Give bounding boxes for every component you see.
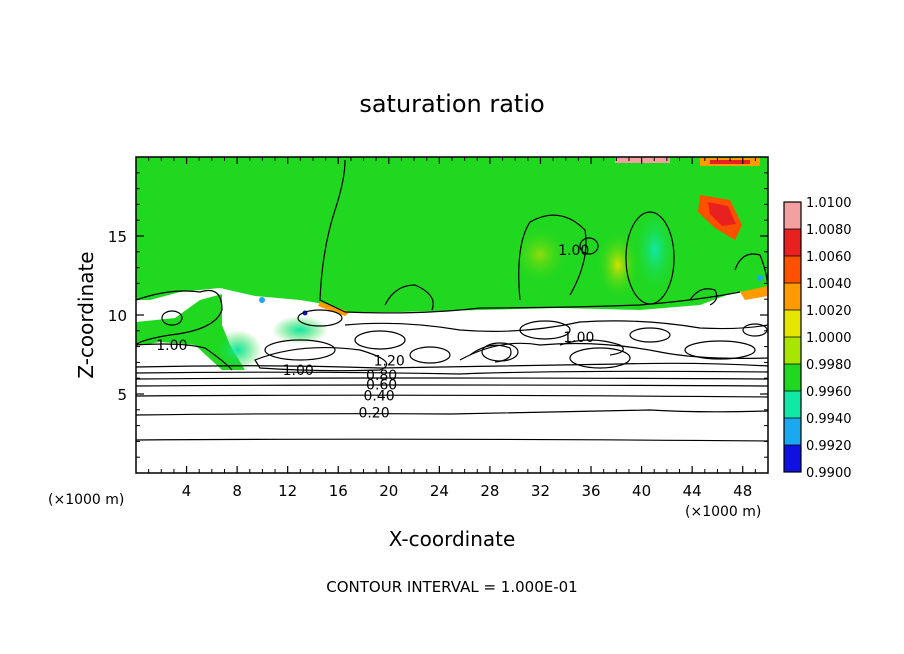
x-axis-label: X-coordinate xyxy=(389,527,516,551)
contour-label: 1.00 xyxy=(283,363,314,379)
x-tick-label: 36 xyxy=(581,482,600,500)
x-tick-label: 24 xyxy=(430,482,449,500)
x-tick-label: 12 xyxy=(278,482,297,500)
z-unit-label: (×1000 m) xyxy=(48,492,124,508)
chart-title: saturation ratio xyxy=(359,90,544,118)
colorbar-swatch xyxy=(784,337,801,365)
x-tick-label: 4 xyxy=(182,482,192,500)
contour-label: 0.20 xyxy=(358,406,389,422)
colorbar-swatch xyxy=(784,364,801,392)
colorbar-swatch xyxy=(784,391,801,419)
colorbar-label: 0.9960 xyxy=(806,385,852,400)
colorbar-label: 1.0020 xyxy=(806,304,852,319)
colorbar-swatch xyxy=(784,418,801,446)
colorbar-label: 0.9900 xyxy=(806,466,852,481)
colorbar-swatch xyxy=(784,229,801,257)
colorbar-label: 1.0040 xyxy=(806,277,852,292)
x-tick-label: 8 xyxy=(232,482,242,500)
colorbar-label: 0.9940 xyxy=(806,412,852,427)
y-axis-ticks: 5 10 15 xyxy=(108,172,768,458)
heatmap-field xyxy=(136,157,768,473)
contour-label: 1.00 xyxy=(563,330,594,346)
colorbar-swatch xyxy=(784,310,801,338)
contour-label: 1.20 xyxy=(374,354,405,370)
contour-label: 0.40 xyxy=(364,388,395,404)
colorbar-label: 1.0100 xyxy=(806,196,852,211)
colorbar-swatch xyxy=(784,283,801,311)
colorbar: 1.0100 1.0080 1.0060 1.0040 1.0020 1.0000 0.99… xyxy=(783,196,852,481)
colorbar-label: 1.0000 xyxy=(806,331,852,346)
colorbar-label: 1.0060 xyxy=(806,250,852,265)
x-tick-label: 16 xyxy=(329,482,348,500)
x-tick-label: 48 xyxy=(733,482,752,500)
x-unit-label: (×1000 m) xyxy=(685,504,761,520)
y-axis-label: Z-coordinate xyxy=(74,251,98,378)
colorbar-label: 0.9920 xyxy=(806,439,852,454)
contour-label: 0.80 xyxy=(366,368,397,384)
contour-label: 1.00 xyxy=(156,338,187,354)
contour-lines xyxy=(136,159,768,442)
contour-label: 0.60 xyxy=(366,377,397,393)
colorbar-label: 1.0080 xyxy=(806,223,852,238)
y-tick-label: 10 xyxy=(108,307,127,325)
contour-label: 1.00 xyxy=(558,243,589,259)
x-tick-label: 32 xyxy=(531,482,550,500)
x-tick-label: 40 xyxy=(632,482,651,500)
colorbar-swatch xyxy=(784,445,801,473)
x-tick-label: 44 xyxy=(683,482,702,500)
colorbar-label: 0.9980 xyxy=(806,358,852,373)
contour-labels: 1.00 1.00 1.200.800.600.40 0.20 1.00 1.00 xyxy=(156,243,594,422)
x-axis-ticks: 4 8 12 16 20 24 28 32 36 40 44 48 xyxy=(148,157,756,500)
colorbar-swatch xyxy=(784,202,801,230)
y-tick-label: 5 xyxy=(117,386,127,404)
colorbar-swatch xyxy=(784,256,801,284)
y-tick-label: 15 xyxy=(108,228,127,246)
x-tick-label: 20 xyxy=(379,482,398,500)
contour-interval-note: CONTOUR INTERVAL = 1.000E-01 xyxy=(326,578,577,596)
x-tick-label: 28 xyxy=(480,482,499,500)
